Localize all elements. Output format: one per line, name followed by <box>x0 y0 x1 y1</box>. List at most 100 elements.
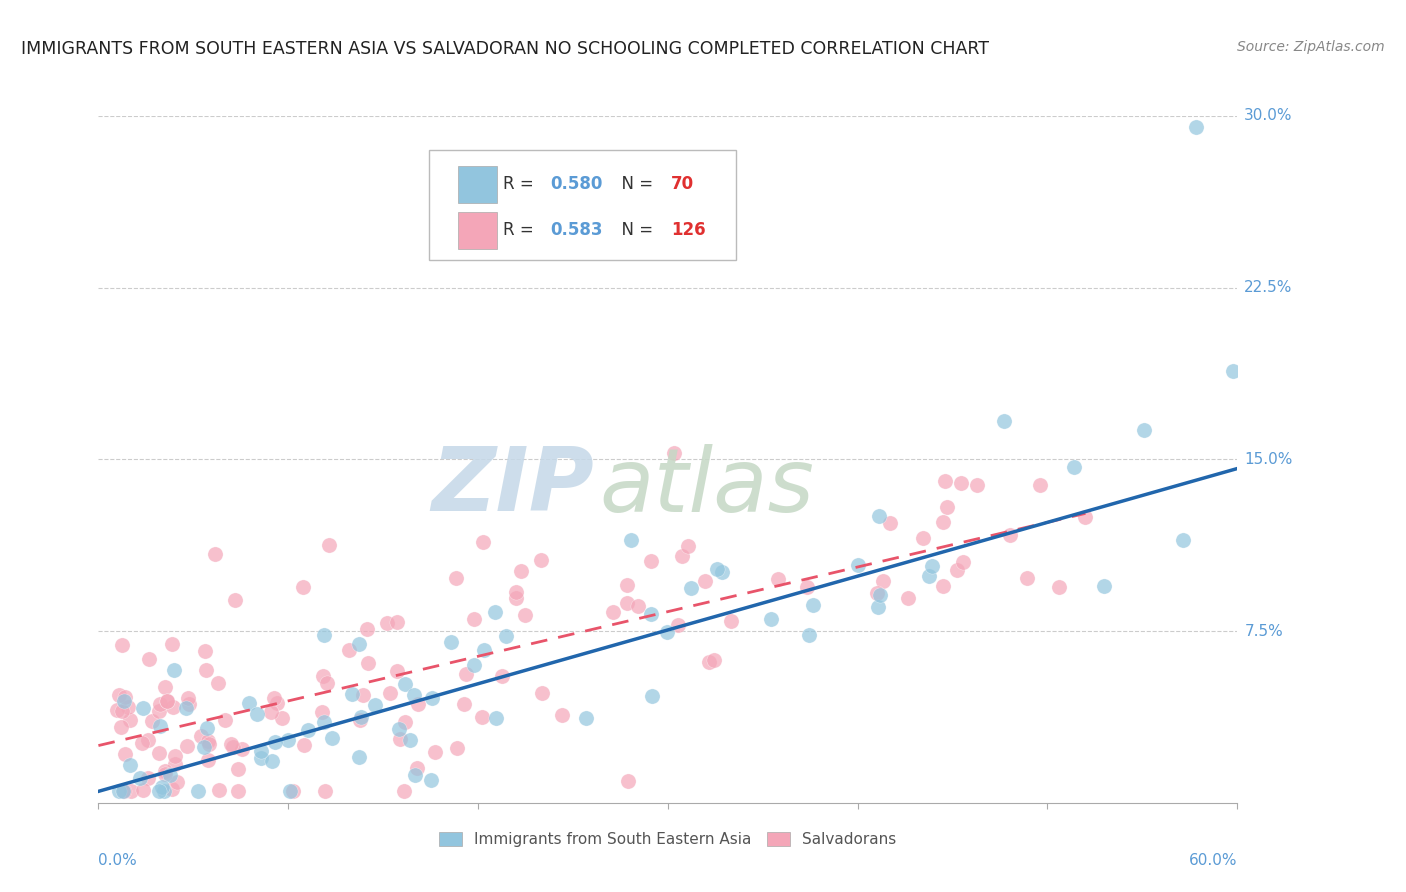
Point <box>108 689 131 703</box>
Point <box>796 580 818 594</box>
Point <box>270 711 292 725</box>
Point <box>620 533 643 547</box>
Point <box>138 652 160 666</box>
Point <box>112 784 135 798</box>
Point <box>110 638 132 652</box>
Point <box>197 734 219 748</box>
Point <box>706 562 728 576</box>
Point <box>222 740 245 755</box>
Text: R =: R = <box>503 221 538 239</box>
Point <box>378 685 401 699</box>
Point <box>897 591 920 606</box>
Point <box>118 758 141 772</box>
Text: R =: R = <box>503 175 538 193</box>
Point <box>347 750 370 764</box>
Point <box>312 669 335 683</box>
Text: N =: N = <box>610 175 658 193</box>
Point <box>693 574 716 588</box>
Point <box>195 721 218 735</box>
Point <box>627 599 650 613</box>
Point <box>404 688 426 702</box>
Text: Source: ZipAtlas.com: Source: ZipAtlas.com <box>1237 40 1385 54</box>
Point <box>263 691 285 706</box>
Point <box>292 738 315 752</box>
Point <box>110 720 132 734</box>
Point <box>260 754 283 768</box>
Point <box>866 600 889 615</box>
Point <box>160 637 183 651</box>
Point <box>879 516 901 530</box>
Point <box>406 761 429 775</box>
Point <box>117 699 139 714</box>
Point <box>159 767 181 781</box>
Text: 22.5%: 22.5% <box>1244 280 1292 295</box>
Point <box>640 554 662 568</box>
Point <box>1184 120 1206 135</box>
Point <box>108 784 131 798</box>
Point <box>1063 459 1085 474</box>
Point <box>231 742 253 756</box>
Point <box>406 697 429 711</box>
Point <box>1222 364 1244 378</box>
Point <box>394 715 416 730</box>
Point <box>132 701 155 715</box>
Legend: Immigrants from South Eastern Asia, Salvadorans: Immigrants from South Eastern Asia, Salv… <box>433 826 903 854</box>
Point <box>197 737 219 751</box>
Point <box>446 741 468 756</box>
Point <box>162 700 184 714</box>
Point <box>485 711 508 725</box>
Point <box>440 635 463 649</box>
Point <box>166 774 188 789</box>
Point <box>352 688 374 702</box>
Point <box>226 784 249 798</box>
Point <box>530 686 553 700</box>
Point <box>132 782 155 797</box>
Point <box>616 596 638 610</box>
Point <box>766 572 789 586</box>
Point <box>759 611 782 625</box>
Point <box>803 599 825 613</box>
Point <box>153 767 176 781</box>
Point <box>136 732 159 747</box>
Text: 0.580: 0.580 <box>551 175 603 193</box>
Point <box>936 500 959 514</box>
Point <box>471 710 494 724</box>
Point <box>163 663 186 677</box>
Text: N =: N = <box>610 221 658 239</box>
Point <box>153 764 176 778</box>
Point <box>246 706 269 721</box>
Point <box>266 696 288 710</box>
Point <box>399 733 422 747</box>
Point <box>314 784 336 798</box>
Point <box>177 697 200 711</box>
Point <box>404 767 426 781</box>
Point <box>165 757 187 772</box>
Point <box>993 414 1015 428</box>
Point <box>617 774 640 789</box>
FancyBboxPatch shape <box>458 166 498 202</box>
Point <box>349 713 371 727</box>
Point <box>388 722 411 736</box>
Point <box>575 711 598 725</box>
Point <box>197 753 219 767</box>
Text: atlas: atlas <box>599 444 814 530</box>
FancyBboxPatch shape <box>429 150 737 260</box>
Point <box>551 708 574 723</box>
Point <box>312 714 335 729</box>
Point <box>224 592 246 607</box>
Point <box>671 549 693 563</box>
Text: 15.0%: 15.0% <box>1244 452 1292 467</box>
Point <box>148 784 170 798</box>
Point <box>174 701 197 715</box>
Point <box>357 656 380 670</box>
Point <box>250 751 273 765</box>
Point <box>952 555 974 569</box>
Point <box>666 618 689 632</box>
Point <box>277 733 299 747</box>
Point <box>375 616 398 631</box>
Point <box>112 693 135 707</box>
Point <box>152 784 174 798</box>
Point <box>474 642 496 657</box>
Point <box>155 680 177 694</box>
Point <box>505 584 527 599</box>
